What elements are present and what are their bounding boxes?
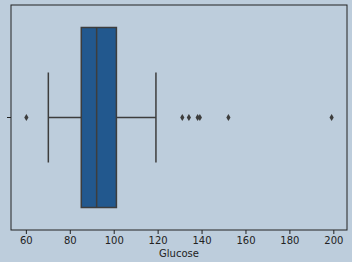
outlier: [24, 114, 28, 121]
box: [81, 28, 116, 208]
x-tick-label: 60: [20, 235, 33, 246]
chart-container: 60 80 100 120 140 160 180 200 Glucose: [0, 0, 352, 262]
x-axis-label: Glucose: [159, 248, 199, 259]
median: [96, 28, 98, 208]
x-tick-label: 200: [324, 235, 343, 246]
x-tick-label: 120: [149, 235, 168, 246]
whisker-high: [116, 117, 156, 119]
outlier: [180, 114, 184, 121]
y-tick: [7, 117, 11, 118]
x-tick: [333, 230, 334, 234]
x-tick-label: 100: [105, 235, 124, 246]
x-tick: [26, 230, 27, 234]
x-tick: [289, 230, 290, 234]
x-tick-label: 140: [193, 235, 212, 246]
x-tick: [114, 230, 115, 234]
outlier: [187, 114, 191, 121]
marks: [24, 28, 333, 208]
x-tick: [202, 230, 203, 234]
outlier: [330, 114, 334, 121]
cap-high: [155, 73, 157, 163]
plot-area: [11, 5, 347, 230]
outlier: [226, 114, 230, 121]
x-tick-label: 80: [64, 235, 77, 246]
x-tick: [158, 230, 159, 234]
chart-svg: 60 80 100 120 140 160 180 200 Glucose: [0, 0, 352, 262]
outlier: [198, 114, 202, 121]
background: [0, 0, 352, 262]
whisker-low: [48, 117, 81, 119]
x-tick: [70, 230, 71, 234]
x-tick-label: 180: [280, 235, 299, 246]
x-tick-label: 160: [236, 235, 255, 246]
frame: [11, 5, 347, 230]
x-tick: [245, 230, 246, 234]
cap-low: [48, 73, 50, 163]
